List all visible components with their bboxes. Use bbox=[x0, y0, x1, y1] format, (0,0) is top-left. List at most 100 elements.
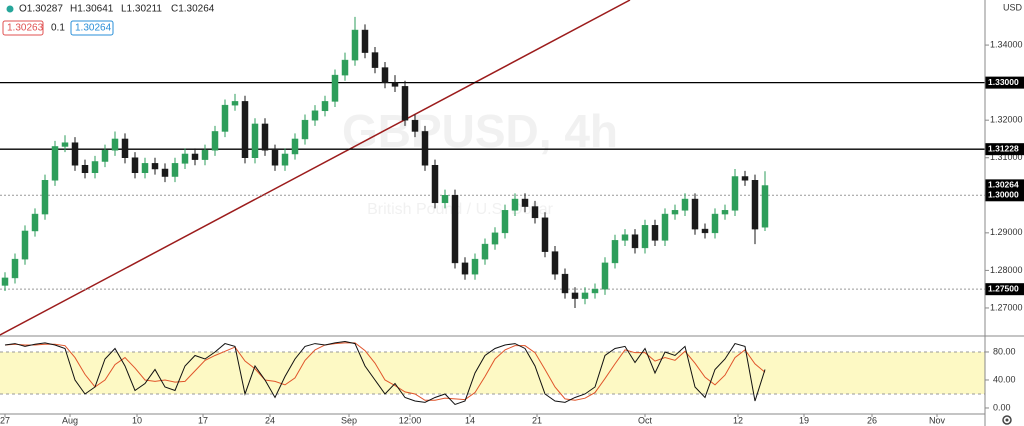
candle-body bbox=[701, 228, 709, 234]
candle-body bbox=[521, 198, 529, 207]
candle-body bbox=[541, 217, 549, 252]
y-tick-label: 40.00 bbox=[993, 374, 1016, 384]
x-tick-label: 27 bbox=[0, 415, 10, 425]
level-label: 1.27500 bbox=[988, 283, 1019, 293]
level-label: 1.30000 bbox=[988, 190, 1019, 200]
bid-box[interactable] bbox=[2, 20, 44, 36]
settings-icon[interactable] bbox=[1002, 415, 1012, 425]
x-tick-label: 21 bbox=[532, 415, 542, 425]
oscillator-line bbox=[4, 342, 766, 401]
candle-body bbox=[141, 163, 149, 174]
x-tick-label: 26 bbox=[867, 415, 877, 425]
x-tick-label: Nov bbox=[929, 415, 946, 425]
candle-body bbox=[451, 195, 459, 264]
currency: USD bbox=[1003, 2, 1023, 12]
ohlc-low: L1.30211 bbox=[121, 4, 162, 15]
candle-body bbox=[121, 138, 129, 158]
candle-body bbox=[371, 52, 379, 68]
candle-body bbox=[641, 225, 649, 249]
last-price-box bbox=[985, 179, 1024, 192]
x-tick-label: 24 bbox=[265, 415, 275, 425]
candle-body bbox=[251, 123, 259, 158]
spread: 0.1 bbox=[51, 23, 65, 34]
candle-body bbox=[221, 104, 229, 132]
x-tick-label: Aug bbox=[62, 415, 78, 425]
oscillator-band bbox=[0, 351, 985, 394]
candle-body bbox=[561, 273, 569, 294]
x-tick-label: 12:00 bbox=[399, 415, 422, 425]
candle-body bbox=[751, 180, 759, 230]
y-tick-label: 1.28000 bbox=[990, 265, 1023, 275]
candle-body bbox=[181, 153, 189, 164]
candle-body bbox=[621, 234, 629, 241]
candle-body bbox=[231, 101, 239, 106]
candle-body bbox=[711, 213, 719, 234]
y-tick-label: 1.32000 bbox=[990, 115, 1023, 125]
candle-body bbox=[111, 138, 119, 151]
candle-body bbox=[591, 288, 599, 294]
candle-body bbox=[281, 153, 289, 166]
candle-body bbox=[271, 149, 279, 166]
y-tick-label: 1.34000 bbox=[990, 39, 1023, 49]
candle-body bbox=[101, 149, 109, 162]
candle-body bbox=[201, 149, 209, 160]
y-tick-label: 1.29000 bbox=[990, 227, 1023, 237]
candle-body bbox=[471, 258, 479, 275]
x-tick-label: 19 bbox=[799, 415, 809, 425]
y-tick-label: 1.27000 bbox=[990, 302, 1023, 312]
x-tick-label: Oct bbox=[638, 415, 653, 425]
candle-body bbox=[321, 101, 329, 112]
candle-body bbox=[31, 213, 39, 232]
candle-body bbox=[41, 180, 49, 215]
candle-body bbox=[261, 123, 269, 151]
candle-body bbox=[691, 198, 699, 230]
bid[interactable]: 1.30263 bbox=[7, 23, 44, 34]
ask-box[interactable] bbox=[70, 20, 114, 36]
candle-body bbox=[161, 168, 169, 177]
level-box bbox=[985, 189, 1024, 202]
candle-body bbox=[1, 277, 9, 286]
candle-body bbox=[241, 101, 249, 158]
candle-body bbox=[631, 234, 639, 249]
candle-body bbox=[551, 251, 559, 275]
candle-body bbox=[741, 176, 749, 181]
candle-body bbox=[611, 240, 619, 264]
candle-body bbox=[491, 232, 499, 245]
candle-body bbox=[311, 110, 319, 121]
candle-body bbox=[571, 292, 579, 299]
status-dot bbox=[6, 5, 14, 13]
candle-body bbox=[411, 119, 419, 132]
y-tick-label: 1.31000 bbox=[990, 152, 1023, 162]
x-tick-label: 17 bbox=[198, 415, 208, 425]
level-label: 1.33000 bbox=[988, 77, 1019, 87]
ohlc-open: O1.30287 bbox=[19, 4, 63, 15]
candle-body bbox=[421, 131, 429, 166]
y-tick-label: 80.00 bbox=[993, 346, 1016, 356]
candle-body bbox=[51, 146, 59, 181]
candle-body bbox=[191, 153, 199, 160]
candle-body bbox=[341, 59, 349, 76]
candle-body bbox=[331, 74, 339, 102]
candle-body bbox=[731, 176, 739, 211]
last-price-label: 1.30264 bbox=[988, 180, 1019, 190]
candle-body bbox=[351, 29, 359, 61]
candle-body bbox=[431, 164, 439, 204]
candle-body bbox=[531, 206, 539, 219]
candle-body bbox=[171, 163, 179, 177]
ask[interactable]: 1.30264 bbox=[75, 23, 112, 34]
x-tick-label: 10 bbox=[132, 415, 142, 425]
x-tick-label: 12 bbox=[733, 415, 743, 425]
candle-body bbox=[481, 243, 489, 260]
candle-body bbox=[91, 161, 99, 174]
candle-body bbox=[391, 82, 399, 87]
oscillator-line bbox=[4, 340, 766, 406]
candle-body bbox=[651, 225, 659, 241]
candle-body bbox=[301, 119, 309, 140]
candle-body bbox=[671, 210, 679, 215]
trend-line bbox=[0, 0, 631, 336]
candle-body bbox=[211, 131, 219, 151]
level-label: 1.31228 bbox=[988, 143, 1019, 153]
candle-body bbox=[681, 198, 689, 211]
